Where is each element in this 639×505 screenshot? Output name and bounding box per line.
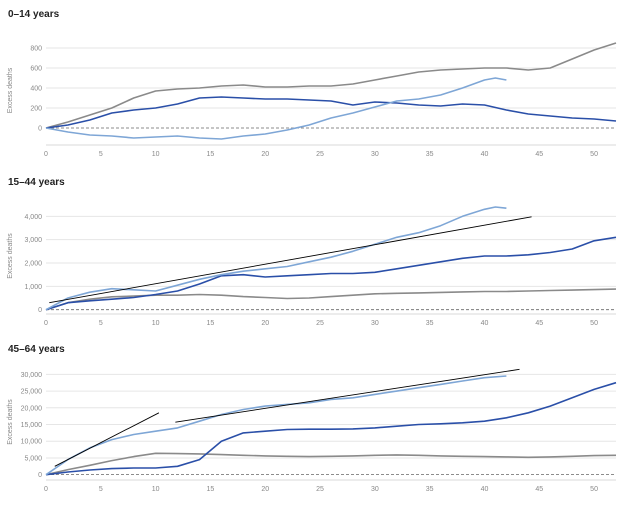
chart-15-44-years: 0 1,000 2,000 3,000 4,000 0 5 10 15 20 25 30 35 40 45 5…: [7, 206, 617, 327]
series-line-2: [45, 375, 507, 476]
x-tick-label: 15: [207, 320, 215, 327]
y-tick-label: 25,000: [21, 389, 43, 396]
y-tick-label: 600: [30, 66, 42, 73]
x-tick-label: 15: [207, 151, 215, 158]
y-axis-label: Excess deaths: [7, 67, 14, 113]
annotation-line-0: [49, 216, 532, 304]
x-tick-label: 0: [44, 151, 48, 158]
annotation-line-1: [175, 368, 520, 423]
y-tick-label: 1,000: [24, 284, 42, 291]
series-line-2: [45, 77, 507, 140]
x-tick-label: 50: [590, 486, 598, 493]
y-tick-label: 200: [30, 106, 42, 113]
series-line-2: [45, 206, 507, 311]
y-tick-label: 2,000: [24, 261, 42, 268]
x-tick-label: 10: [152, 320, 160, 327]
x-tick-label: 45: [535, 151, 543, 158]
x-tick-label: 35: [426, 320, 434, 327]
series-line-0: [45, 452, 617, 476]
x-tick-label: 50: [590, 151, 598, 158]
series-line-0: [45, 42, 617, 129]
annotation-line-0: [54, 412, 160, 467]
x-tick-label: 40: [481, 151, 489, 158]
x-tick-label: 30: [371, 320, 379, 327]
x-tick-label: 5: [99, 320, 103, 327]
x-tick-label: 0: [44, 486, 48, 493]
chart-title: 45–64 years: [8, 344, 65, 355]
y-tick-label: 4,000: [24, 214, 42, 221]
x-tick-label: 30: [371, 151, 379, 158]
x-tick-label: 40: [481, 486, 489, 493]
chart-title: 15–44 years: [8, 177, 65, 188]
x-tick-label: 10: [152, 151, 160, 158]
x-tick-label: 25: [316, 151, 324, 158]
x-tick-label: 15: [207, 486, 215, 493]
y-tick-label: 3,000: [24, 237, 42, 244]
y-tick-label: 30,000: [21, 372, 43, 379]
y-tick-label: 0: [38, 472, 42, 479]
y-tick-label: 400: [30, 86, 42, 93]
y-tick-label: 5,000: [24, 455, 42, 462]
series-line-1: [45, 236, 617, 311]
x-tick-label: 45: [535, 320, 543, 327]
y-tick-label: 10,000: [21, 439, 43, 446]
x-tick-label: 20: [261, 486, 269, 493]
x-tick-label: 40: [481, 320, 489, 327]
x-tick-label: 35: [426, 151, 434, 158]
x-tick-label: 5: [99, 151, 103, 158]
x-tick-label: 5: [99, 486, 103, 493]
x-tick-label: 50: [590, 320, 598, 327]
x-tick-label: 10: [152, 486, 160, 493]
y-tick-label: 0: [38, 307, 42, 314]
y-tick-label: 15,000: [21, 422, 43, 429]
chart-0-14-years: 0 200 400 600 800 0 5 10 15 20 25 30 35 40 45 50 Excess …: [7, 42, 617, 158]
x-tick-label: 30: [371, 486, 379, 493]
y-tick-label: 0: [38, 126, 42, 133]
x-tick-label: 45: [535, 486, 543, 493]
chart-panel-15-44: 15–44 years 0 1,000 2,000 3,000 4,000 0 5 10 15 2…: [7, 177, 617, 327]
y-axis-label: Excess deaths: [7, 233, 14, 279]
x-tick-label: 35: [426, 486, 434, 493]
x-tick-label: 25: [316, 486, 324, 493]
chart-panel-0-14: 0–14 years 0 200 400 600 800 0 5 10 15 20 25 30 35 40…: [0, 0, 639, 165]
series-line-1: [45, 96, 617, 129]
y-axis-label: Excess deaths: [7, 399, 14, 445]
x-tick-label: 0: [44, 320, 48, 327]
x-tick-label: 20: [261, 151, 269, 158]
y-tick-label: 20,000: [21, 405, 43, 412]
y-tick-label: 800: [30, 46, 42, 53]
x-tick-label: 20: [261, 320, 269, 327]
chart-title: 0–14 years: [8, 9, 60, 20]
series-line-1: [45, 381, 617, 476]
x-tick-label: 25: [316, 320, 324, 327]
